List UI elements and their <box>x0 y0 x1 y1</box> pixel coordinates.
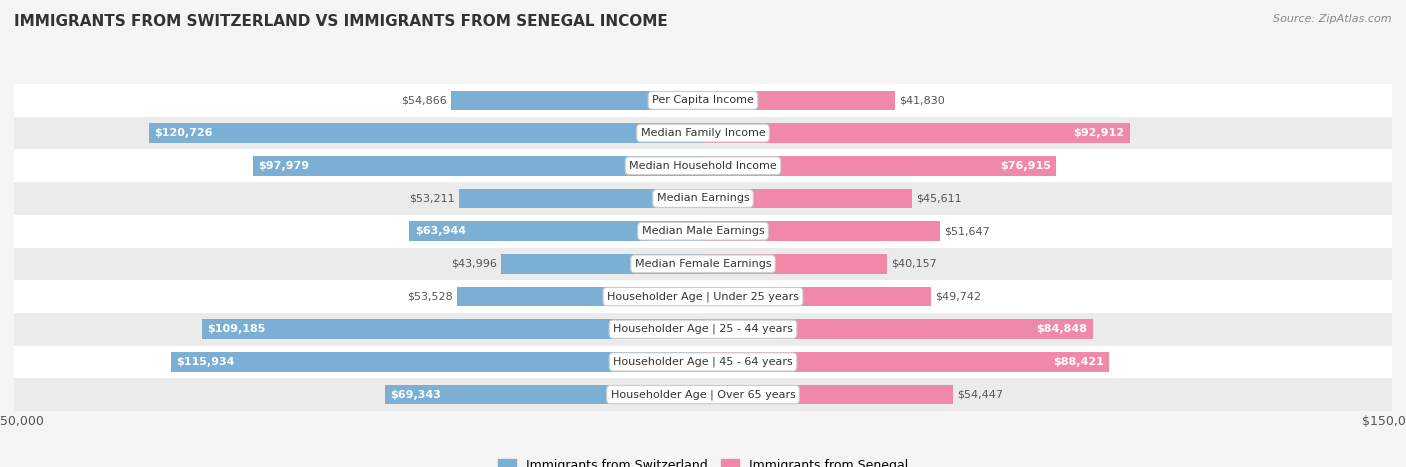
Text: Median Family Income: Median Family Income <box>641 128 765 138</box>
Text: Median Household Income: Median Household Income <box>628 161 778 171</box>
Text: $88,421: $88,421 <box>1053 357 1104 367</box>
Text: $76,915: $76,915 <box>1000 161 1050 171</box>
Bar <box>14 378 1392 411</box>
Text: Householder Age | Over 65 years: Householder Age | Over 65 years <box>610 389 796 400</box>
Bar <box>703 254 887 274</box>
Text: $84,848: $84,848 <box>1036 324 1087 334</box>
Bar <box>703 221 941 241</box>
Bar <box>703 319 1092 339</box>
Text: Median Male Earnings: Median Male Earnings <box>641 226 765 236</box>
Bar <box>384 385 703 404</box>
Text: $40,157: $40,157 <box>891 259 938 269</box>
Text: $54,866: $54,866 <box>401 95 447 106</box>
Text: IMMIGRANTS FROM SWITZERLAND VS IMMIGRANTS FROM SENEGAL INCOME: IMMIGRANTS FROM SWITZERLAND VS IMMIGRANT… <box>14 14 668 29</box>
Text: Householder Age | Under 25 years: Householder Age | Under 25 years <box>607 291 799 302</box>
Bar <box>501 254 703 274</box>
Bar <box>703 189 912 208</box>
Bar <box>14 182 1392 215</box>
Text: $63,944: $63,944 <box>415 226 465 236</box>
Text: $97,979: $97,979 <box>259 161 309 171</box>
Bar <box>14 84 1392 117</box>
Text: $49,742: $49,742 <box>935 291 981 302</box>
Text: Median Earnings: Median Earnings <box>657 193 749 204</box>
Bar <box>409 221 703 241</box>
Bar <box>14 149 1392 182</box>
Bar <box>14 248 1392 280</box>
Bar <box>703 352 1109 372</box>
Text: Householder Age | 25 - 44 years: Householder Age | 25 - 44 years <box>613 324 793 334</box>
Text: $53,211: $53,211 <box>409 193 454 204</box>
Text: $43,996: $43,996 <box>451 259 496 269</box>
Text: $45,611: $45,611 <box>917 193 962 204</box>
Legend: Immigrants from Switzerland, Immigrants from Senegal: Immigrants from Switzerland, Immigrants … <box>492 453 914 467</box>
Text: Source: ZipAtlas.com: Source: ZipAtlas.com <box>1274 14 1392 24</box>
Bar <box>201 319 703 339</box>
Bar <box>14 313 1392 346</box>
Bar <box>14 346 1392 378</box>
Text: $69,343: $69,343 <box>389 389 441 400</box>
Bar <box>149 123 703 143</box>
Text: $41,830: $41,830 <box>900 95 945 106</box>
Bar <box>458 189 703 208</box>
Text: Median Female Earnings: Median Female Earnings <box>634 259 772 269</box>
Bar <box>703 287 931 306</box>
Text: Per Capita Income: Per Capita Income <box>652 95 754 106</box>
Text: $51,647: $51,647 <box>945 226 990 236</box>
Bar <box>14 117 1392 149</box>
Bar <box>14 280 1392 313</box>
Bar <box>703 385 953 404</box>
Text: $53,528: $53,528 <box>408 291 453 302</box>
Bar <box>703 156 1056 176</box>
Bar <box>703 123 1130 143</box>
Text: $115,934: $115,934 <box>176 357 235 367</box>
Text: $92,912: $92,912 <box>1073 128 1125 138</box>
Bar <box>703 91 896 110</box>
Text: $120,726: $120,726 <box>155 128 212 138</box>
Text: Householder Age | 45 - 64 years: Householder Age | 45 - 64 years <box>613 357 793 367</box>
Text: $54,447: $54,447 <box>957 389 1004 400</box>
Bar <box>451 91 703 110</box>
Bar <box>14 215 1392 248</box>
Bar <box>170 352 703 372</box>
Text: $109,185: $109,185 <box>207 324 266 334</box>
Bar <box>457 287 703 306</box>
Bar <box>253 156 703 176</box>
